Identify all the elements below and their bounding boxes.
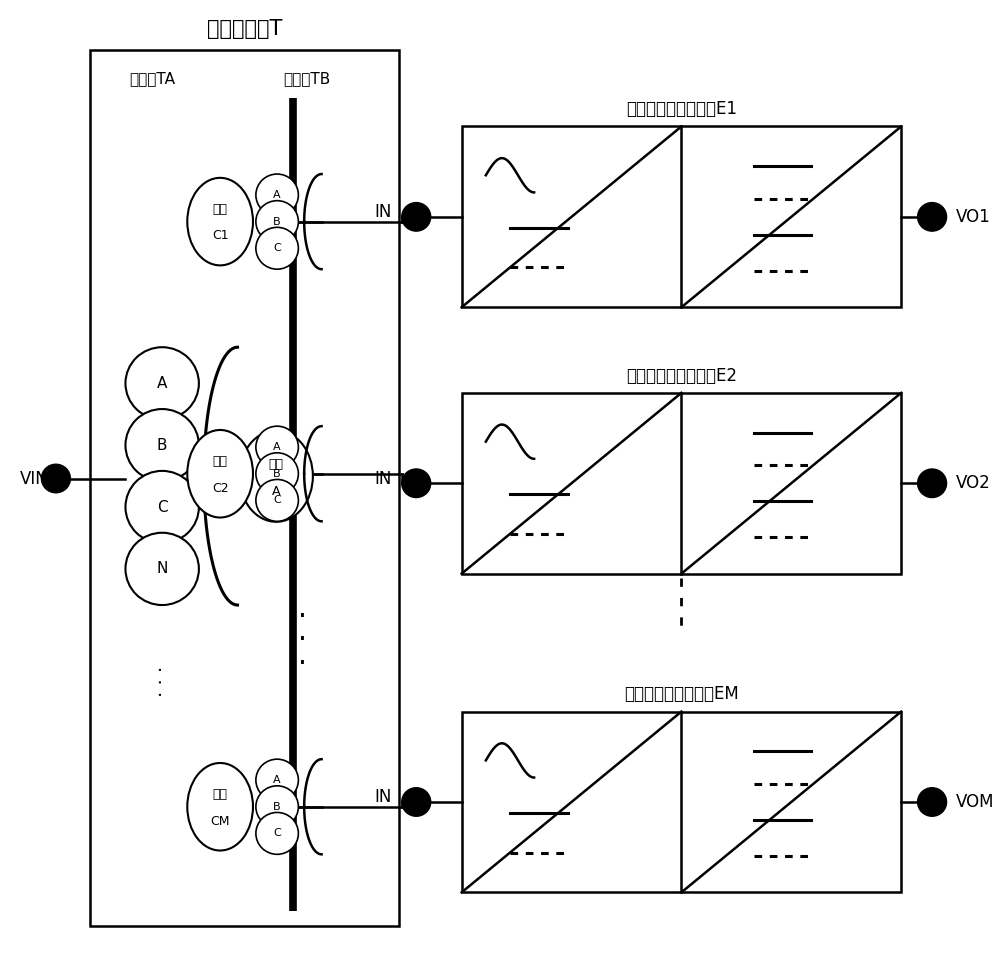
Circle shape	[918, 788, 947, 816]
Text: A: A	[273, 190, 281, 200]
Text: A: A	[157, 376, 167, 390]
Text: ·
·
·: · · ·	[298, 603, 307, 678]
Circle shape	[41, 464, 70, 493]
Text: 一次侧TA: 一次侧TA	[130, 72, 176, 86]
Circle shape	[402, 469, 431, 498]
Text: C: C	[273, 496, 281, 505]
Ellipse shape	[239, 431, 313, 522]
Text: · · ·: · · ·	[153, 666, 172, 698]
Text: VO2: VO2	[956, 475, 991, 492]
Circle shape	[256, 759, 298, 801]
Text: A: A	[272, 485, 280, 498]
Circle shape	[125, 409, 199, 481]
Text: A: A	[273, 775, 281, 785]
Text: A: A	[273, 442, 281, 452]
Circle shape	[256, 228, 298, 269]
Text: 双级电力电子整流器EM: 双级电力电子整流器EM	[624, 685, 739, 703]
Text: 绕组: 绕组	[213, 455, 228, 468]
Text: N: N	[156, 562, 168, 576]
Text: C1: C1	[212, 230, 228, 242]
Text: 绕组: 绕组	[213, 203, 228, 215]
Text: 绕组: 绕组	[213, 788, 228, 801]
Circle shape	[256, 479, 298, 522]
Text: B: B	[273, 469, 281, 478]
Text: C: C	[273, 829, 281, 838]
Circle shape	[125, 471, 199, 544]
Bar	[462, 393, 901, 573]
Text: VOM: VOM	[956, 793, 995, 811]
Text: C: C	[157, 500, 167, 515]
Circle shape	[402, 203, 431, 232]
Circle shape	[256, 786, 298, 828]
Text: B: B	[273, 802, 281, 812]
Text: C: C	[273, 243, 281, 254]
Circle shape	[256, 201, 298, 242]
Text: 绕组: 绕组	[269, 458, 284, 471]
Circle shape	[125, 347, 199, 419]
Text: VIN: VIN	[19, 470, 48, 487]
Text: IN: IN	[375, 789, 392, 806]
Text: IN: IN	[375, 470, 392, 487]
Ellipse shape	[187, 178, 253, 265]
Text: 双级电力电子整流器E1: 双级电力电子整流器E1	[626, 100, 737, 119]
Circle shape	[402, 788, 431, 816]
Text: 移相变压器T: 移相变压器T	[207, 19, 282, 39]
Bar	[90, 51, 399, 925]
Circle shape	[125, 533, 199, 605]
Text: B: B	[157, 437, 167, 453]
Text: 双级电力电子整流器E2: 双级电力电子整流器E2	[626, 367, 737, 385]
Text: IN: IN	[375, 203, 392, 221]
Circle shape	[918, 203, 947, 232]
Bar	[462, 712, 901, 892]
Text: C2: C2	[212, 481, 228, 495]
Circle shape	[256, 174, 298, 216]
Text: VO1: VO1	[956, 208, 991, 226]
Text: B: B	[273, 216, 281, 227]
Ellipse shape	[187, 430, 253, 518]
Text: CM: CM	[210, 814, 230, 828]
Ellipse shape	[187, 763, 253, 851]
Circle shape	[256, 426, 298, 468]
Circle shape	[256, 812, 298, 855]
Circle shape	[256, 453, 298, 495]
Text: 二次侧TB: 二次侧TB	[283, 72, 331, 86]
Bar	[462, 126, 901, 307]
Circle shape	[918, 469, 947, 498]
